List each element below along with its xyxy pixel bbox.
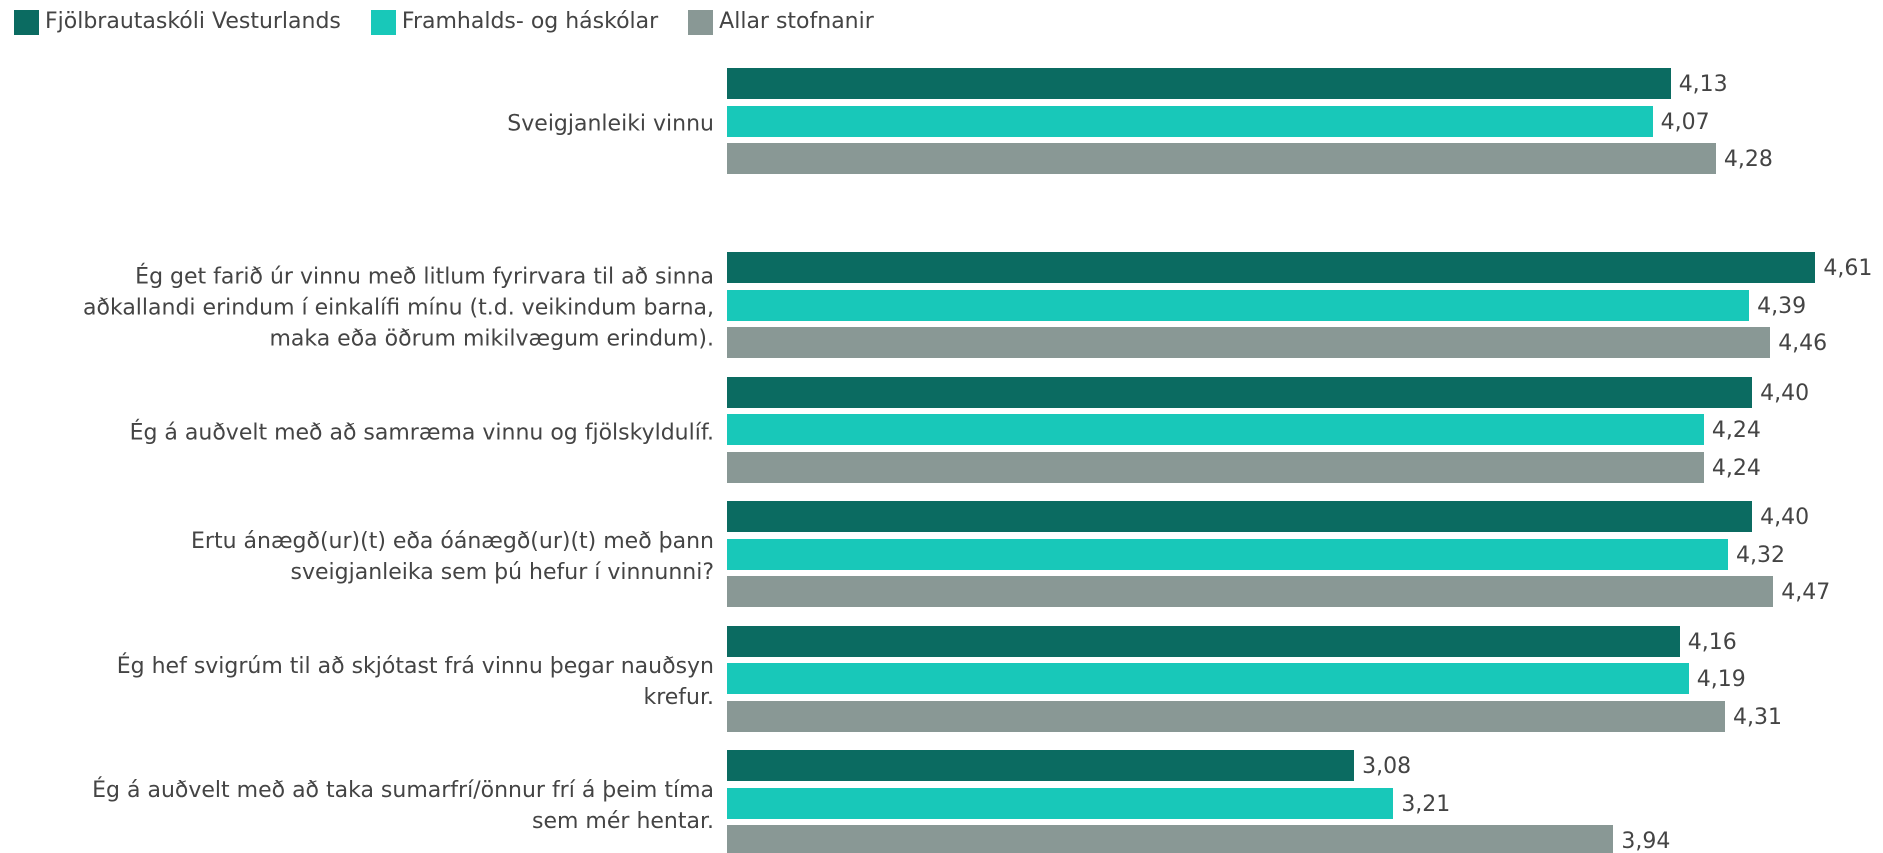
value-label: 4,47: [1781, 580, 1831, 606]
value-label: 3,08: [1362, 754, 1412, 780]
category-label: Ég á auðvelt með að taka sumarfrí/önnur …: [92, 778, 714, 835]
bar: [727, 451, 1704, 483]
legend-item: Framhalds- og háskólar: [370, 8, 659, 36]
legend-label: Framhalds- og háskólar: [401, 9, 659, 34]
value-label: 4,07: [1660, 109, 1710, 135]
legend-swatch: [370, 9, 396, 35]
category-label: Ég á auðvelt með að samræma vinnu og fjö…: [129, 420, 714, 446]
value-label: 3,21: [1401, 791, 1451, 817]
bar: [727, 787, 1394, 819]
legend-item: Fjölbrautaskóli Vesturlands: [14, 8, 341, 36]
value-label: 4,24: [1711, 455, 1761, 481]
bar: [727, 414, 1704, 446]
category-label: Ég get farið úr vinnu með litlum fyrirva…: [83, 264, 714, 352]
category-label: Ég hef svigrúm til að skjótast frá vinnu…: [116, 653, 714, 710]
value-label: 4,31: [1732, 704, 1782, 730]
value-label: 4,32: [1735, 542, 1785, 568]
legend-label: Allar stofnanir: [719, 9, 874, 34]
bar: [727, 376, 1753, 408]
bar: [727, 252, 1816, 283]
bar: [727, 825, 1614, 853]
value-label: 4,61: [1823, 256, 1873, 281]
value-label: 4,46: [1778, 331, 1828, 356]
value-label: 4,16: [1687, 629, 1737, 655]
value-label: 4,28: [1723, 147, 1773, 172]
value-label: 4,19: [1696, 667, 1746, 693]
bar: [727, 538, 1728, 570]
value-label: 4,13: [1678, 72, 1728, 97]
value-label: 3,94: [1621, 829, 1671, 853]
value-label: 4,40: [1760, 380, 1810, 406]
value-label: 4,40: [1760, 505, 1810, 531]
bar: [727, 289, 1750, 321]
legend-swatch: [688, 9, 714, 35]
bar: [727, 501, 1753, 533]
bar: [727, 143, 1716, 174]
bar: [727, 750, 1355, 782]
bar: [727, 576, 1774, 608]
bar: [727, 663, 1689, 695]
category-label: Sveigjanleiki vinnu: [507, 111, 714, 137]
legend-item: Allar stofnanir: [688, 8, 874, 36]
value-label: 4,24: [1711, 418, 1761, 444]
legend-label: Fjölbrautaskóli Vesturlands: [45, 9, 341, 34]
category-label: Ertu ánægð(ur)(t) eða óánægð(ur)(t) með …: [191, 529, 714, 586]
value-label: 4,39: [1757, 293, 1807, 319]
bar: [727, 327, 1771, 358]
bar: [727, 105, 1653, 137]
bar: [727, 625, 1680, 657]
bar: [727, 700, 1725, 732]
bar: [727, 68, 1671, 99]
legend-swatch: [14, 9, 39, 35]
